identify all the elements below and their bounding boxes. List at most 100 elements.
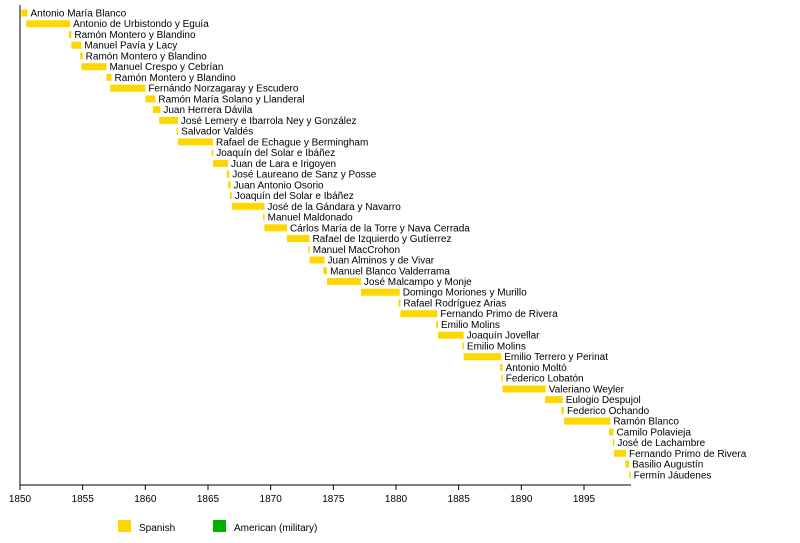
timeline-bar (360, 288, 400, 296)
bar-label: Rafael de Izquierdo y Gutíerrez (313, 234, 452, 245)
timeline-bar (228, 181, 231, 189)
x-tick-label: 1880 (385, 494, 408, 505)
timeline-bar (21, 9, 28, 17)
timeline-bar (176, 127, 179, 135)
timeline-bar (545, 396, 563, 404)
bar-label: Rafael de Echague y Bermingham (216, 137, 368, 148)
legend-label: American (military) (234, 523, 317, 534)
bar-label: Manuel Crespo y Cebrían (109, 62, 223, 73)
timeline-bar (501, 374, 503, 382)
legend-swatch (118, 520, 131, 532)
bar-label: Eulogio Despujol (566, 395, 641, 406)
bar-label: Fermín Jáudenes (634, 470, 712, 481)
timeline-bar (211, 149, 214, 157)
bar-label: José Laureano de Sanz y Posse (232, 170, 376, 181)
bar-label: Antonio de Urbistondo y Eguía (73, 19, 209, 30)
timeline-bar (264, 224, 287, 232)
bar-label: José Lemery e Ibarrola Ney y González (181, 116, 357, 127)
x-tick-label: 1895 (573, 494, 596, 505)
bar-label: Antonio Moltó (506, 363, 568, 374)
bar-label: Basilio Augustín (632, 460, 703, 471)
x-tick-label: 1860 (134, 494, 157, 505)
bar-label: José de la Gándara y Navarro (267, 202, 401, 213)
bar-label: Juan Herrera Dávila (163, 105, 252, 116)
bar-label: Ramón Montero y Blandino (86, 51, 208, 62)
timeline-bar (68, 30, 72, 38)
bar-label: Federico Lobatón (506, 374, 584, 385)
bar-label: Antonio María Blanco (31, 9, 127, 20)
timeline-bar (400, 310, 438, 318)
bar-label: Emilio Molins (467, 341, 526, 352)
timeline-bar (614, 449, 626, 457)
timeline-bar (309, 256, 325, 264)
timeline-bar (177, 138, 214, 146)
timeline-bar (463, 353, 502, 361)
timeline-bar (327, 278, 361, 285)
x-tick-label: 1890 (510, 494, 533, 505)
timeline-bar (231, 202, 265, 210)
bar-label: Juan Alminos y de Vivar (328, 256, 435, 267)
timeline-bar (213, 159, 229, 167)
bar-label: Salvador Valdés (181, 127, 253, 138)
bar-label: Rafael Rodríguez Arias (403, 298, 506, 309)
x-tick-label: 1855 (72, 494, 95, 505)
timeline-bar (437, 331, 464, 339)
bar-label: Ramón Montero y Blandino (74, 30, 196, 41)
timeline-bar (612, 439, 615, 447)
timeline-bar (625, 460, 630, 468)
timeline-bar (308, 245, 310, 253)
timeline-bar (145, 95, 156, 103)
timeline-bar (323, 267, 328, 275)
bar-label: Manuel Blanco Valderrama (330, 266, 450, 277)
bar-label: José de Lachambre (617, 438, 705, 449)
bar-label: Joaquín del Solar e Ibáñez (235, 191, 354, 202)
x-tick-label: 1885 (448, 494, 471, 505)
bar-label: Fernando Primo de Rivera (440, 309, 558, 320)
bar-label: Juan de Lara e Irigoyen (231, 159, 336, 170)
timeline-bar (159, 116, 178, 124)
timeline-bar (609, 428, 614, 436)
bar-label: Fernando Primo de Rivera (629, 449, 747, 460)
timeline-bar (629, 471, 631, 479)
timeline-bar (502, 385, 546, 393)
timeline-bar (462, 342, 464, 350)
bar-label: José Malcampo y Monje (364, 277, 472, 288)
bar-label: Manuel Maldonado (268, 213, 353, 224)
bar-label: Valeriano Weyler (549, 384, 625, 395)
bar-label: Ramón Blanco (613, 417, 679, 428)
bar-label: Ramón Montero y Blandino (114, 73, 236, 84)
timeline-bar (106, 73, 112, 81)
timeline-bar (226, 170, 230, 178)
bar-label: Joaquín Jovellar (467, 331, 540, 342)
bar-label: Manuel Pavía y Lacy (84, 41, 177, 52)
bar-label: Manuel MacCrohon (313, 245, 400, 256)
timeline-bar (500, 363, 503, 371)
timeline-bar (152, 106, 161, 114)
timeline-bar (561, 406, 564, 414)
x-tick-label: 1875 (322, 494, 345, 505)
timeline-bar (286, 235, 310, 243)
timeline-bar (229, 192, 232, 200)
timeline-bar (81, 63, 107, 71)
timeline-bar (398, 299, 401, 307)
bar-label: Cárlos María de la Torre y Nava Cerrada (290, 223, 470, 234)
legend-label: Spanish (139, 523, 175, 534)
timeline-bar (563, 417, 611, 425)
timeline-bar (110, 84, 146, 92)
timeline-bar (436, 320, 438, 328)
x-tick-label: 1870 (260, 494, 283, 505)
legend-swatch (213, 520, 226, 532)
timeline-bar (71, 41, 82, 49)
bar-label: Ramón María Solano y Llanderal (158, 94, 304, 105)
bar-label: Fernándo Norzagaray y Escudero (148, 84, 299, 95)
bar-label: Camilo Polavieja (616, 427, 691, 438)
bar-label: Emilio Terrero y Perinat (504, 352, 608, 363)
timeline-bar (263, 213, 265, 221)
x-tick-label: 1850 (9, 494, 32, 505)
bar-label: Juan Antonio Osorio (234, 180, 324, 191)
bar-label: Joaquín del Solar e Ibáñez (216, 148, 335, 159)
bar-label: Federico Ochando (567, 406, 650, 417)
x-tick-label: 1865 (197, 494, 220, 505)
bar-label: Emilio Molins (441, 320, 500, 331)
